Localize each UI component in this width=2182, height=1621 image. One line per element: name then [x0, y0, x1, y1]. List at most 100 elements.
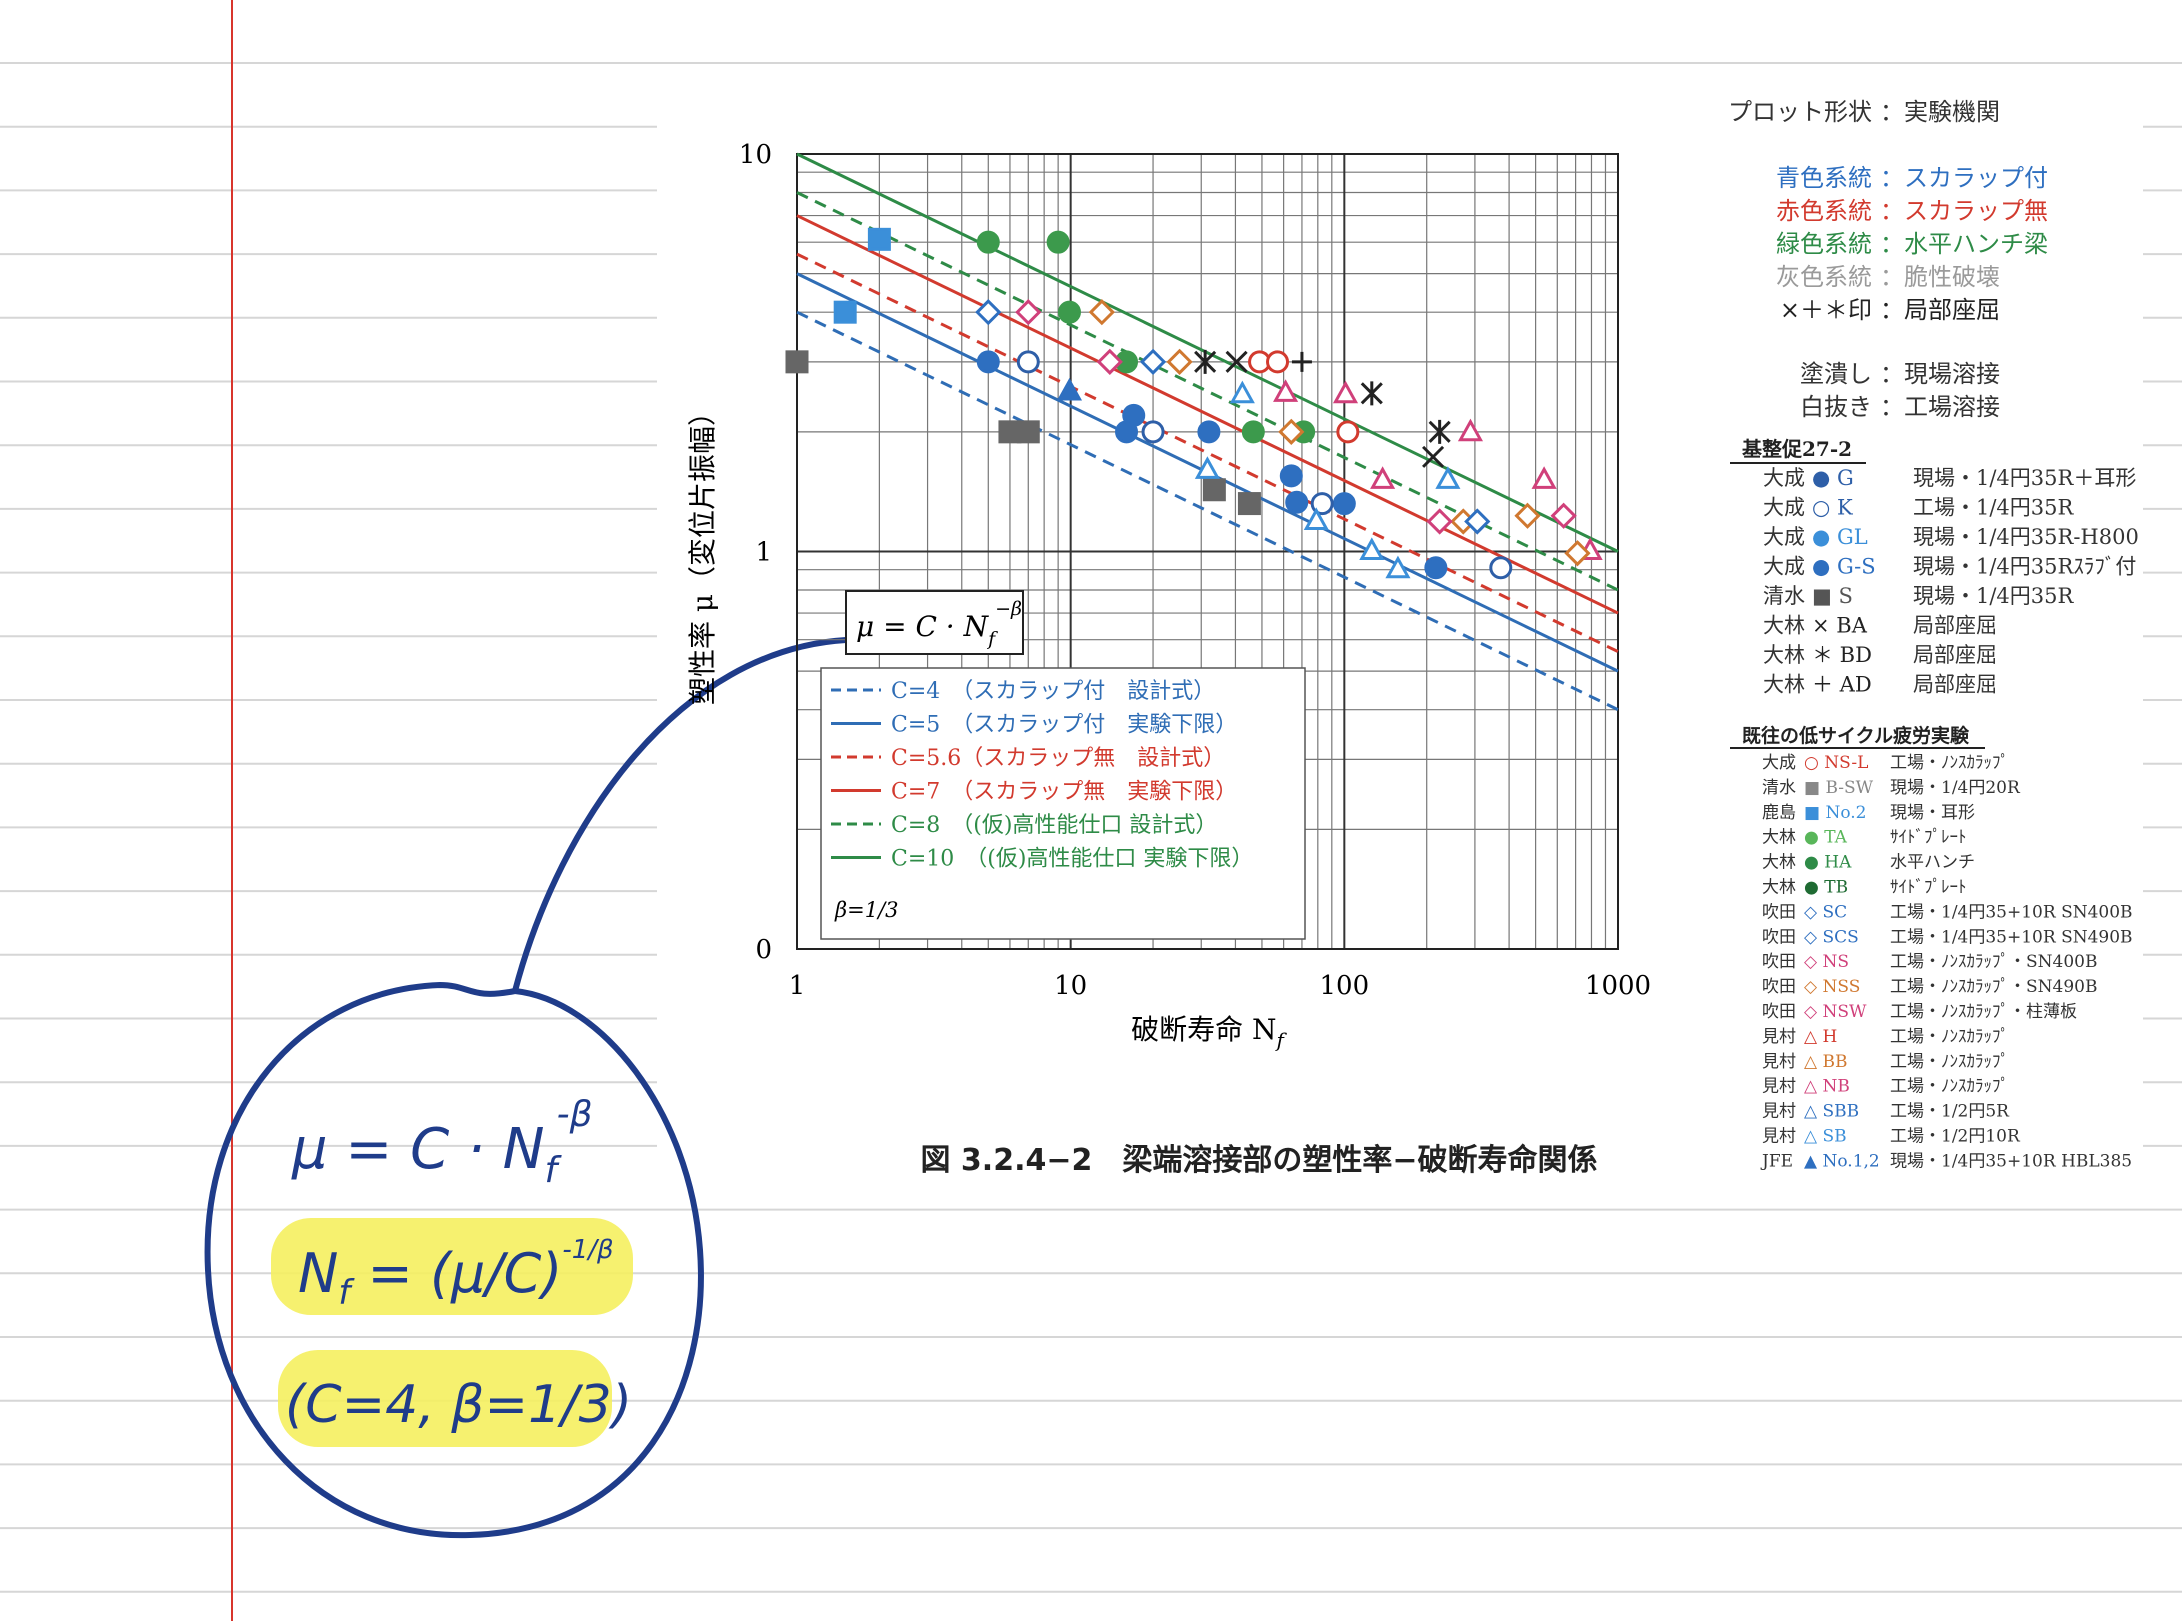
marker — [1464, 508, 1491, 535]
row-desc: 現場・1/4円20R — [1890, 778, 2021, 798]
row-code: ◇ SC — [1804, 902, 1847, 922]
marker — [1457, 418, 1484, 442]
panel-value: ：脆性破壊 — [1880, 263, 2000, 291]
marker — [833, 300, 857, 324]
marker — [1139, 348, 1167, 375]
row-code: ● HA — [1804, 853, 1852, 873]
row-desc: 現場・1/4円35R＋耳形 — [1913, 466, 2136, 490]
marker — [1266, 350, 1290, 374]
marker — [1197, 420, 1221, 444]
row-code: ● G — [1812, 466, 1854, 490]
marker — [1332, 492, 1356, 516]
x-axis-label-base: 破断寿命 N — [1131, 1013, 1276, 1046]
hand-sup: -β — [557, 1094, 593, 1135]
row-org: 大成 — [1762, 753, 1796, 773]
marker — [1225, 350, 1248, 373]
row-code: △ NB — [1804, 1077, 1850, 1097]
panel-value: ：工場溶接 — [1880, 393, 2000, 421]
hand-formula: μ = C · Nf -β — [291, 1094, 593, 1191]
marker — [1194, 456, 1220, 479]
marker — [1285, 490, 1309, 514]
row-desc: 現場・1/4円35R — [1913, 584, 2075, 608]
row-desc: 工場・ﾉﾝｽｶﾗｯﾌﾟ — [1890, 1077, 2009, 1097]
row-desc: 工場・1/2円10R — [1890, 1127, 2021, 1147]
row-code: △ SB — [1804, 1127, 1847, 1147]
row-org: 鹿島 — [1762, 803, 1796, 823]
hand-connector — [512, 637, 847, 992]
marker — [1241, 420, 1265, 444]
hand-base: N — [298, 1242, 338, 1305]
x-tick-label: 10 — [1054, 971, 1087, 1001]
design-line — [796, 252, 1619, 653]
row-desc: 工場・1/4円35R — [1913, 496, 2075, 520]
marker — [1489, 556, 1513, 580]
row-org: 吹田 — [1762, 1002, 1796, 1022]
section-title: 基整促27-2 — [1742, 437, 1852, 461]
design-line — [796, 152, 1619, 553]
formula: μ = C · Nf −β — [856, 598, 1022, 650]
figure-title: 図 3.2.4−2 梁端溶接部の塑性率−破断寿命関係 — [920, 1143, 1597, 1178]
row-desc: 工場・1/2円5R — [1890, 1102, 2010, 1122]
marker — [1360, 381, 1383, 406]
marker — [1057, 300, 1081, 324]
row-org: 清水 — [1762, 778, 1796, 798]
row-desc: 工場・ﾉﾝｽｶﾗｯﾌﾟ・SN490B — [1890, 977, 2097, 997]
row-org: 大林 — [1762, 853, 1796, 873]
panel-value: ：水平ハンチ梁 — [1880, 230, 2048, 258]
marker — [1310, 492, 1334, 516]
legend-label: C=8 （(仮)高性能仕口 設計式） — [891, 813, 1217, 838]
legend-label: C=7 （スカラップ無 実験下限） — [891, 780, 1237, 805]
row-code: ○ K — [1812, 496, 1853, 520]
marker — [1370, 466, 1396, 489]
design-line — [796, 214, 1619, 615]
row-desc: 工場・ﾉﾝｽｶﾗｯﾌﾟ・柱薄板 — [1890, 1002, 2077, 1022]
row-desc: 工場・ﾉﾝｽｶﾗｯﾌﾟ — [1890, 1027, 2009, 1047]
marker — [1336, 420, 1360, 444]
row-org: 見村 — [1762, 1127, 1796, 1147]
marker — [1202, 478, 1226, 502]
marker — [976, 350, 1000, 374]
marker — [1279, 464, 1303, 488]
y-tick-label: 10 — [739, 140, 772, 170]
marker — [1122, 403, 1146, 427]
marker — [1514, 502, 1541, 529]
row-desc: 現場・耳形 — [1890, 803, 1975, 823]
row-org: 大成 — [1763, 555, 1805, 579]
marker — [1056, 377, 1083, 401]
row-code: ◇ NSS — [1804, 977, 1860, 997]
panel-value: ：スカラップ無 — [1880, 197, 2048, 225]
hand-sup: -1/β — [562, 1235, 613, 1265]
formula-box — [845, 590, 1024, 655]
marker — [785, 350, 809, 374]
legend-label: C=5.6（スカラップ無 設計式） — [891, 746, 1225, 771]
marker — [1046, 230, 1070, 254]
row-code: ◇ NS — [1804, 952, 1849, 972]
marker — [975, 299, 1002, 326]
marker — [1237, 492, 1261, 516]
hand-formula: Nf = (μ/C)-1/β — [298, 1235, 614, 1313]
row-org: 大成 — [1763, 466, 1805, 490]
row-org: 見村 — [1762, 1077, 1796, 1097]
marker — [1428, 419, 1451, 444]
row-code: ＋ AD — [1812, 673, 1872, 697]
panel-value: ：実験機関 — [1880, 98, 2000, 126]
hand-base: μ = C · N — [291, 1117, 545, 1182]
legend-label: C=4 （スカラップ付 設計式） — [891, 679, 1215, 704]
row-desc: 工場・ﾉﾝｽｶﾗｯﾌﾟ — [1890, 1052, 2009, 1072]
formula-sub: f — [986, 628, 998, 650]
row-desc: 工場・1/4円35+10R SN400B — [1890, 902, 2133, 922]
panel-label: 緑色系統 — [1776, 230, 1872, 258]
marker — [867, 227, 891, 251]
hand-rest: = (μ/C) — [350, 1242, 562, 1305]
row-desc: 工場・1/4円35+10R SN490B — [1890, 927, 2133, 947]
row-code: ＊ BD — [1812, 643, 1872, 667]
row-org: JFE — [1760, 1151, 1793, 1171]
row-desc: 現場・1/4円35Rｽﾗﾌﾞ付 — [1913, 555, 2136, 579]
marker — [1422, 445, 1445, 468]
marker — [1278, 418, 1305, 445]
row-code: △ BB — [1804, 1052, 1847, 1072]
row-code: ■ S — [1812, 584, 1853, 608]
row-desc: 工場・ﾉﾝｽｶﾗｯﾌﾟ・SN400B — [1890, 952, 2097, 972]
row-code: ● TB — [1804, 878, 1848, 898]
